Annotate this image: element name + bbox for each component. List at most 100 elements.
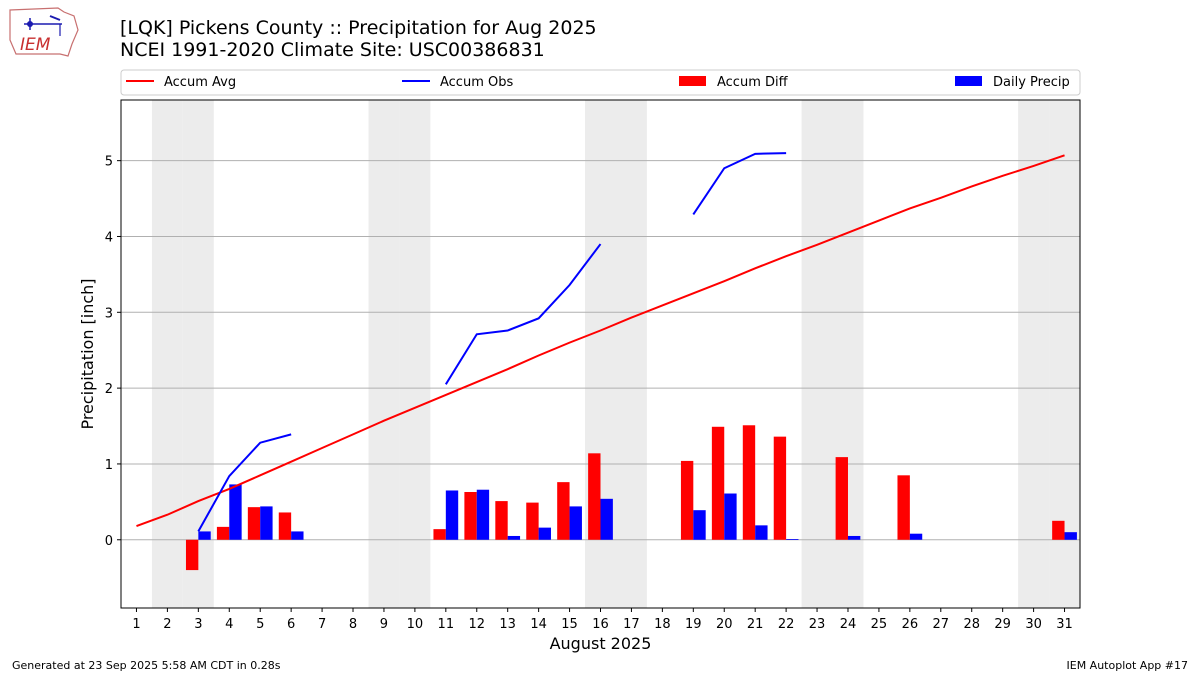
x-tick-label-16: 16 — [592, 617, 609, 632]
line-marks — [136, 152, 1065, 532]
daily-bar-19 — [693, 510, 706, 540]
x-tick-label-25: 25 — [871, 617, 888, 632]
daily-bar-4 — [229, 484, 242, 540]
x-tick-label-15: 15 — [561, 617, 578, 632]
daily-bar-6 — [291, 531, 304, 540]
x-tick-label-29: 29 — [994, 617, 1011, 632]
x-axis-label: August 2025 — [550, 634, 652, 653]
diff-bar-15 — [557, 482, 570, 540]
weekend-band-30 — [1018, 100, 1050, 608]
daily-bar-22 — [786, 539, 799, 540]
daily-bar-15 — [569, 506, 582, 540]
accum-obs-line-2 — [444, 243, 602, 385]
diff-bar-11 — [433, 529, 446, 540]
diff-bar-14 — [526, 502, 539, 540]
footer-generated: Generated at 23 Sep 2025 5:58 AM CDT in … — [12, 659, 281, 672]
diff-bar-24 — [835, 457, 848, 540]
diff-bar-19 — [680, 460, 694, 540]
x-tick-label-31: 31 — [1056, 617, 1073, 632]
legend-label-0: Accum Avg — [164, 75, 236, 90]
diff-bar-20 — [711, 426, 725, 540]
daily-bar-16 — [600, 498, 613, 540]
iem-logo: IEM — [6, 4, 82, 60]
legend-label-2: Accum Diff — [717, 75, 789, 90]
diff-bar-31 — [1052, 520, 1065, 540]
daily-bar-5 — [260, 506, 273, 540]
diff-bar-13 — [495, 501, 508, 540]
y-tick-label-1: 1 — [105, 458, 113, 473]
weekend-band-2 — [151, 100, 183, 608]
diff-bar-4 — [216, 526, 230, 540]
daily-bar-12 — [476, 489, 490, 540]
x-tick-label-1: 1 — [132, 617, 140, 632]
diff-bar-21 — [742, 425, 756, 540]
diff-bar-16 — [588, 453, 601, 540]
weekend-band-10 — [399, 100, 431, 608]
x-tick-label-20: 20 — [716, 617, 733, 632]
y-tick-label-5: 5 — [105, 155, 113, 170]
legend: Accum Avg Accum Obs Accum Diff Daily Precip — [120, 69, 1081, 96]
diff-bar-12 — [464, 491, 477, 540]
x-tick-label-19: 19 — [685, 617, 702, 632]
weekend-band-3 — [182, 100, 214, 608]
bar-marks — [185, 425, 1077, 571]
footer-app: IEM Autoplot App #17 — [1066, 659, 1189, 672]
x-tick-label-17: 17 — [623, 617, 640, 632]
x-tick-label-4: 4 — [225, 617, 233, 632]
chart-title: [LQK] Pickens County :: Precipitation fo… — [120, 17, 597, 39]
x-tick-label-22: 22 — [778, 617, 795, 632]
x-tick-label-11: 11 — [438, 617, 455, 632]
daily-bar-11 — [445, 490, 459, 540]
x-tick-label-26: 26 — [902, 617, 919, 632]
logo-text: IEM — [20, 35, 51, 55]
x-tick-label-7: 7 — [318, 617, 326, 632]
x-tick-label-2: 2 — [163, 617, 171, 632]
daily-bar-3 — [198, 531, 211, 540]
x-tick-label-13: 13 — [499, 617, 516, 632]
weekend-band-9 — [368, 100, 400, 608]
x-tick-label-14: 14 — [530, 617, 547, 632]
daily-bar-24 — [847, 535, 861, 540]
diff-bar-5 — [247, 507, 261, 540]
legend-label-1: Accum Obs — [440, 75, 513, 90]
x-tick-label-9: 9 — [380, 617, 388, 632]
x-tick-label-3: 3 — [194, 617, 202, 632]
diff-bar-26 — [897, 475, 910, 540]
y-tick-label-2: 2 — [105, 382, 113, 397]
weekend-band-23 — [801, 100, 833, 608]
legend-label-3: Daily Precip — [993, 75, 1070, 90]
x-tick-label-18: 18 — [654, 617, 671, 632]
chart-subtitle: NCEI 1991-2020 Climate Site: USC00386831 — [120, 39, 545, 61]
x-tick-label-27: 27 — [933, 617, 950, 632]
x-tick-label-5: 5 — [256, 617, 264, 632]
weekend-band-17 — [615, 100, 647, 608]
legend-frame — [120, 69, 1081, 96]
y-tick-label-3: 3 — [105, 306, 113, 321]
x-axis: 1 2 3 4 5 6 7 8 9 10 11 12 13 14 15 16 17 18 19 20 21 22 23 24 2… — [132, 608, 1073, 632]
accum-avg-line-1 — [136, 154, 1065, 528]
diff-bar-22 — [773, 436, 787, 540]
x-tick-label-8: 8 — [349, 617, 357, 632]
daily-bar-13 — [507, 535, 521, 540]
diff-bar-3 — [185, 539, 199, 571]
x-tick-label-23: 23 — [809, 617, 826, 632]
x-tick-label-28: 28 — [963, 617, 980, 632]
x-tick-label-6: 6 — [287, 617, 295, 632]
x-tick-label-12: 12 — [468, 617, 485, 632]
daily-bar-21 — [755, 525, 768, 540]
daily-bar-26 — [909, 533, 923, 540]
y-axis-label: Precipitation [inch] — [78, 278, 97, 429]
legend-swatch-3 — [955, 76, 982, 86]
diff-bar-6 — [278, 512, 292, 540]
y-axis: 0 1 2 3 4 5 — [105, 155, 121, 549]
legend-swatch-2 — [679, 76, 706, 86]
accum-obs-line-3 — [692, 152, 787, 216]
daily-bar-14 — [538, 527, 552, 540]
y-tick-label-0: 0 — [105, 534, 113, 549]
x-tick-label-21: 21 — [747, 617, 764, 632]
daily-bar-20 — [724, 493, 737, 540]
x-tick-label-30: 30 — [1025, 617, 1042, 632]
x-tick-label-10: 10 — [407, 617, 424, 632]
x-tick-label-24: 24 — [840, 617, 857, 632]
